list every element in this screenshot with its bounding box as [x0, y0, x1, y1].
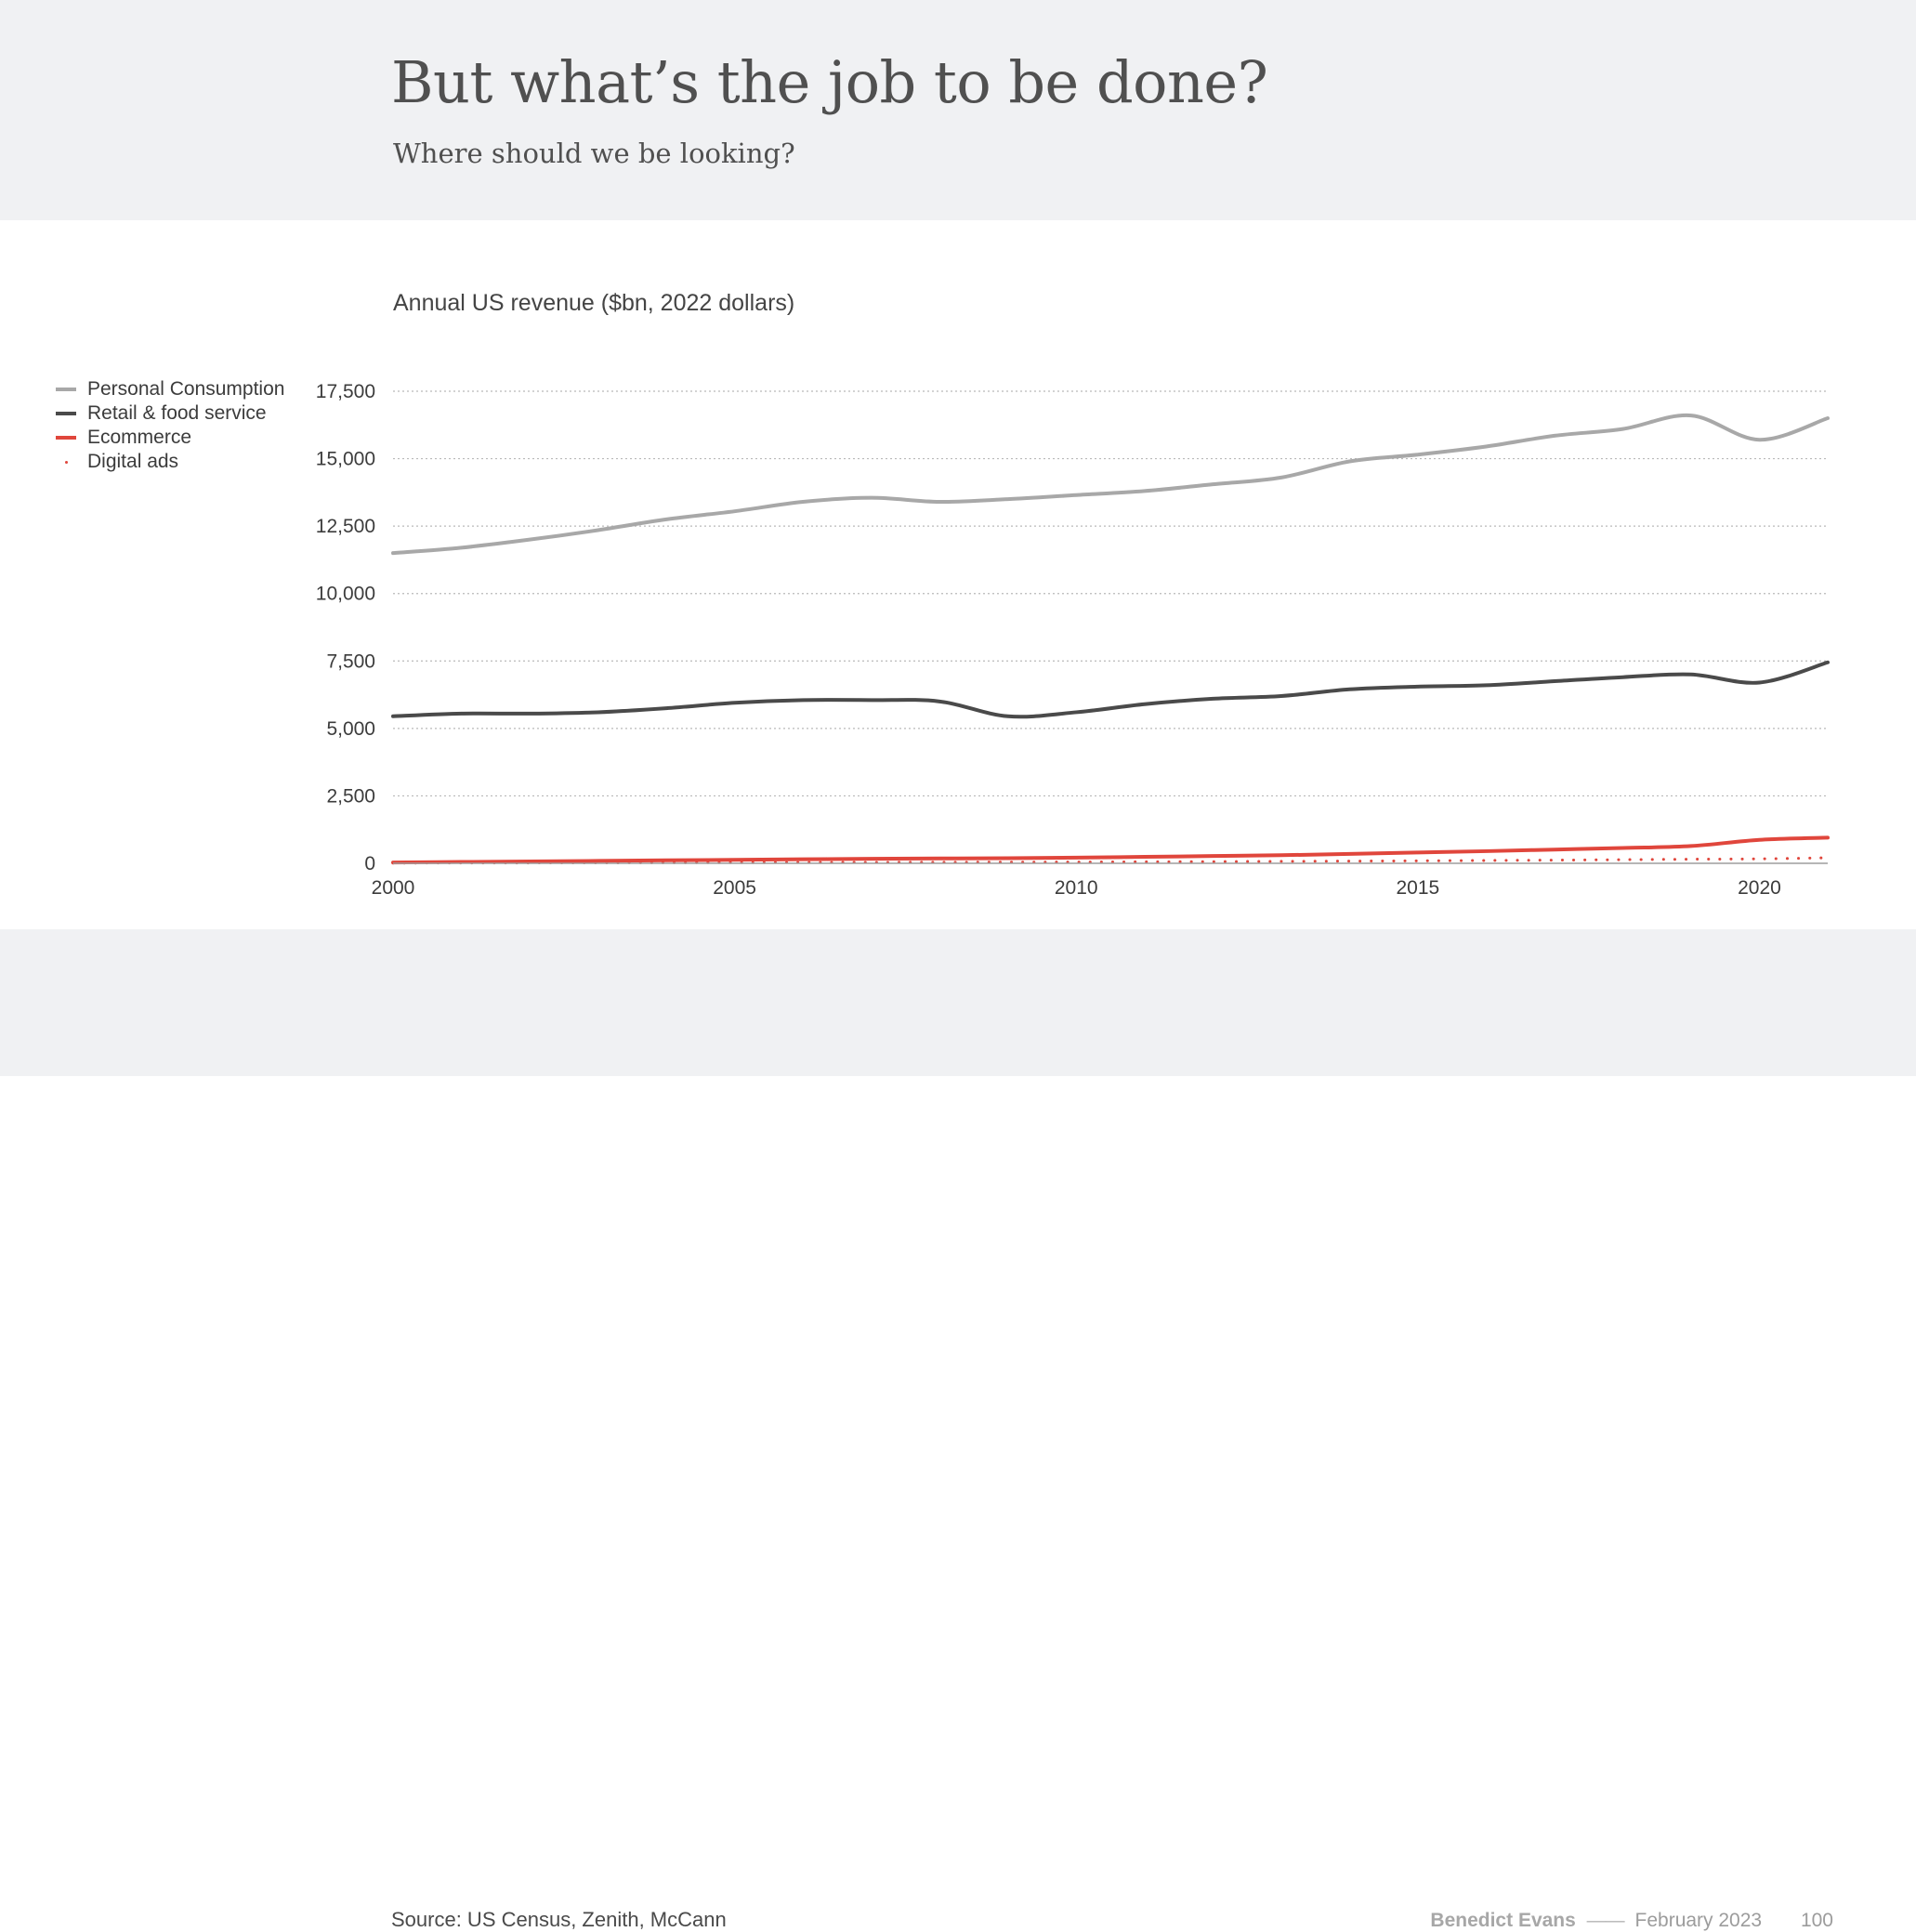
y-tick-label: 10,000 — [316, 584, 375, 605]
legend-swatch-personal-consumption — [56, 388, 76, 391]
y-tick-label: 12,500 — [316, 516, 375, 537]
slide-subtitle: Where should we be looking? — [393, 138, 795, 169]
legend-label: Ecommerce — [87, 427, 192, 448]
page-number: 100 — [1800, 1910, 1833, 1931]
legend-label: Digital ads — [87, 451, 179, 472]
x-tick-label: 2020 — [1738, 877, 1781, 899]
y-tick-label: 17,500 — [316, 381, 375, 402]
y-tick-label: 2,500 — [326, 785, 375, 807]
legend-item-ecommerce: Ecommerce — [56, 426, 284, 450]
series-line-ecommerce — [391, 835, 1830, 865]
legend-item-digital-ads: Digital ads — [56, 450, 284, 474]
legend-item-retail: Retail & food service — [56, 401, 284, 426]
credit: Benedict Evans —— February 2023 100 — [1430, 1910, 1833, 1932]
legend-swatch-digital-ads — [56, 460, 76, 464]
chart-legend: Personal Consumption Retail & food servi… — [56, 377, 284, 474]
credit-separator: —— — [1586, 1910, 1625, 1931]
footer-band: Source: US Census, Zenith, McCann Benedi… — [0, 929, 1916, 1931]
legend-item-personal-consumption: Personal Consumption — [56, 377, 284, 401]
legend-swatch-ecommerce — [56, 436, 76, 440]
y-tick-label: 5,000 — [326, 718, 375, 740]
y-tick-label: 7,500 — [326, 651, 375, 672]
source-note: Source: US Census, Zenith, McCann — [391, 1908, 727, 1931]
x-tick-label: 2015 — [1396, 877, 1439, 899]
y-tick-label: 15,000 — [316, 449, 375, 470]
line-chart: 0 2,500 5,000 7,500 10,000 12,500 15,000 17,500… — [316, 381, 1830, 899]
y-tick-label: 0 — [364, 853, 375, 874]
series-line-personal-consumption — [391, 413, 1830, 556]
chart-title: Annual US revenue ($bn, 2022 dollars) — [393, 290, 795, 316]
series-line-retail-food-service — [391, 660, 1830, 719]
legend-label: Personal Consumption — [87, 378, 285, 400]
x-tick-label: 2010 — [1055, 877, 1098, 899]
x-tick-label: 2000 — [372, 877, 415, 899]
publish-date: February 2023 — [1634, 1910, 1763, 1931]
legend-label: Retail & food service — [87, 402, 267, 424]
x-tick-label: 2005 — [713, 877, 756, 899]
author-name: Benedict Evans — [1430, 1910, 1576, 1931]
header-band: But what’s the job to be done? Where sho… — [0, 0, 1916, 220]
legend-swatch-retail — [56, 412, 76, 415]
slide-title: But what’s the job to be done? — [391, 48, 1268, 116]
